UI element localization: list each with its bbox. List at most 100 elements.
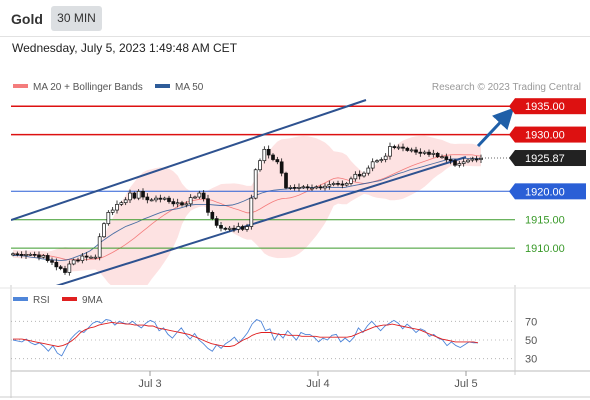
ma50-line [13,157,481,262]
candle [375,159,379,164]
candle [444,153,449,163]
candle [418,148,423,157]
legend-label-bollinger: MA 20 + Bollinger Bands [33,82,143,93]
candle [136,189,141,201]
price-tag-resistance: 1935.00 [509,98,586,115]
rsi-9ma-line [13,321,479,347]
candle [154,195,158,203]
candle [422,150,427,155]
candle [388,142,392,160]
candle [349,176,353,186]
candle [76,257,80,263]
candle [102,222,106,239]
legend-swatch-9ma [62,297,77,301]
candle [249,194,254,230]
candle [167,195,171,204]
candle [119,200,124,207]
chart-border [0,285,590,398]
bollinger-band-layer [12,135,482,285]
candle [396,144,401,151]
legend-swatch-rsi [13,297,28,301]
price-tag-resistance: 1930.00 [509,126,586,143]
candle [19,251,24,259]
candle [279,158,284,177]
legend-label-9ma: 9MA [82,295,103,306]
candle [357,170,362,180]
candle [275,156,280,165]
candle [115,200,119,214]
candle [318,184,323,190]
price-tag-label: 1930.00 [525,130,565,142]
rsi-line [12,318,478,357]
candle [366,165,371,176]
candle [448,155,453,165]
candle [440,154,444,159]
candle [184,201,189,208]
candle [84,252,89,261]
candle [171,198,176,207]
x-tick-label: Jul 4 [306,378,329,390]
credit-text: Research © 2023 Trading Central [432,82,581,93]
candle [41,254,46,259]
price-tag-label: 1910.00 [525,243,565,255]
candle [110,207,115,216]
x-axis: Jul 3 Jul 4 Jul 5 [138,371,478,390]
price-tags-layer: 1935.00 1930.00 1925.87 1920.00 1915.00 1910.… [509,98,586,255]
candle [210,210,215,221]
candle [431,149,436,158]
candle [71,258,76,266]
candle [271,153,275,162]
bollinger-band [13,135,481,285]
candle [11,252,15,257]
candle [362,171,366,178]
candle [227,226,232,232]
candle [310,184,314,192]
candle [301,184,306,190]
candle [370,158,375,172]
legend-label-ma50: MA 50 [175,82,204,93]
candle [401,143,405,152]
top-bar: Gold 30 MIN [0,0,590,37]
timeframe-badge[interactable]: 30 MIN [51,6,102,31]
candle [28,252,33,256]
moving-average-layer [13,157,481,262]
candle [58,265,63,271]
rsi-panel: 70 50 30 [11,316,537,366]
candle [197,190,202,200]
price-tag-label: 1920.00 [525,186,565,198]
x-tick-label: Jul 3 [138,378,161,390]
price-tag-label: 1935.00 [525,101,565,113]
candle [45,253,50,263]
candle [80,253,85,264]
candle [383,153,388,163]
candle [89,255,93,259]
candle [353,171,358,182]
candle [453,158,457,167]
main-legend: MA 20 + Bollinger Bands MA 50 Research ©… [13,82,581,93]
price-tag-target: 1910.00 [525,243,565,255]
rsi-level-label: 70 [525,316,537,328]
candle [149,198,154,202]
candle [331,181,336,187]
candle [180,200,184,207]
candle [188,194,193,207]
legend-swatch-bollinger [13,84,28,88]
candle [466,158,470,164]
candle [305,184,310,191]
candle [253,168,258,200]
forecast-arrow [476,107,515,148]
candle [67,260,72,276]
candle [223,226,228,231]
candle [474,155,479,163]
price-tag-current: 1925.87 [509,150,586,167]
candle [97,233,102,261]
candle [340,180,345,189]
price-tag-label: 1925.87 [525,153,565,165]
candle [123,197,128,206]
candle [245,223,249,232]
legend-label-rsi: RSI [33,295,50,306]
candle [392,144,397,150]
candle [262,146,267,164]
candle [292,184,297,191]
